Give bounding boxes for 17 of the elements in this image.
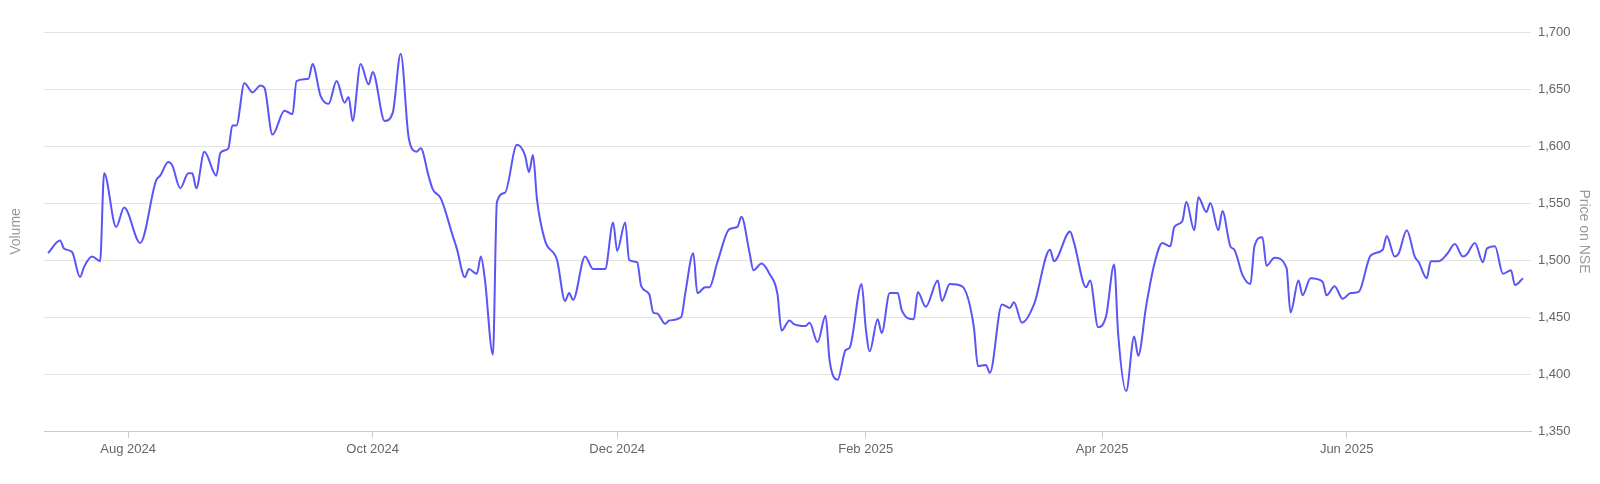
y2-axis-title: Price on NSE (1576, 189, 1593, 274)
y2-tick-label: 1,700 (1538, 23, 1571, 39)
x-tick-label: Aug 2024 (100, 441, 157, 457)
x-tick-label: Feb 2025 (838, 441, 894, 457)
y2-tick-label: 1,600 (1538, 137, 1571, 153)
y2-tick-label: 1,550 (1538, 194, 1571, 210)
line-series (47, 52, 1524, 393)
y2-tick-label: 1,450 (1538, 308, 1571, 324)
x-tick-label: Oct 2024 (346, 441, 400, 457)
y2-tick-label: 1,400 (1538, 365, 1571, 381)
x-tick-label: Apr 2025 (1075, 441, 1129, 457)
x-tick-label: Jun 2025 (1319, 441, 1374, 457)
y2-tick-label: 1,650 (1538, 80, 1571, 96)
y-axis-title: Volume (7, 207, 24, 255)
y2-tick-label: 1,500 (1538, 251, 1571, 267)
y2-tick-label: 1,350 (1538, 422, 1571, 438)
x-tick-label: Dec 2024 (589, 441, 645, 457)
